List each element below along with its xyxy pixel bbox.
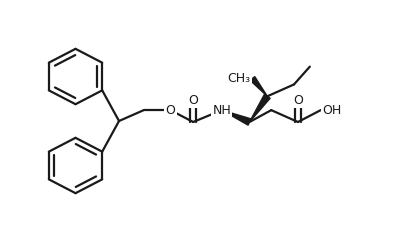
Text: O: O (165, 104, 175, 117)
Text: NH: NH (212, 104, 230, 117)
Text: O: O (188, 94, 197, 107)
Text: CH₃: CH₃ (227, 72, 250, 85)
Polygon shape (249, 94, 270, 122)
Polygon shape (249, 77, 267, 96)
Polygon shape (221, 110, 250, 125)
Text: O: O (292, 94, 302, 107)
Text: OH: OH (322, 104, 341, 117)
